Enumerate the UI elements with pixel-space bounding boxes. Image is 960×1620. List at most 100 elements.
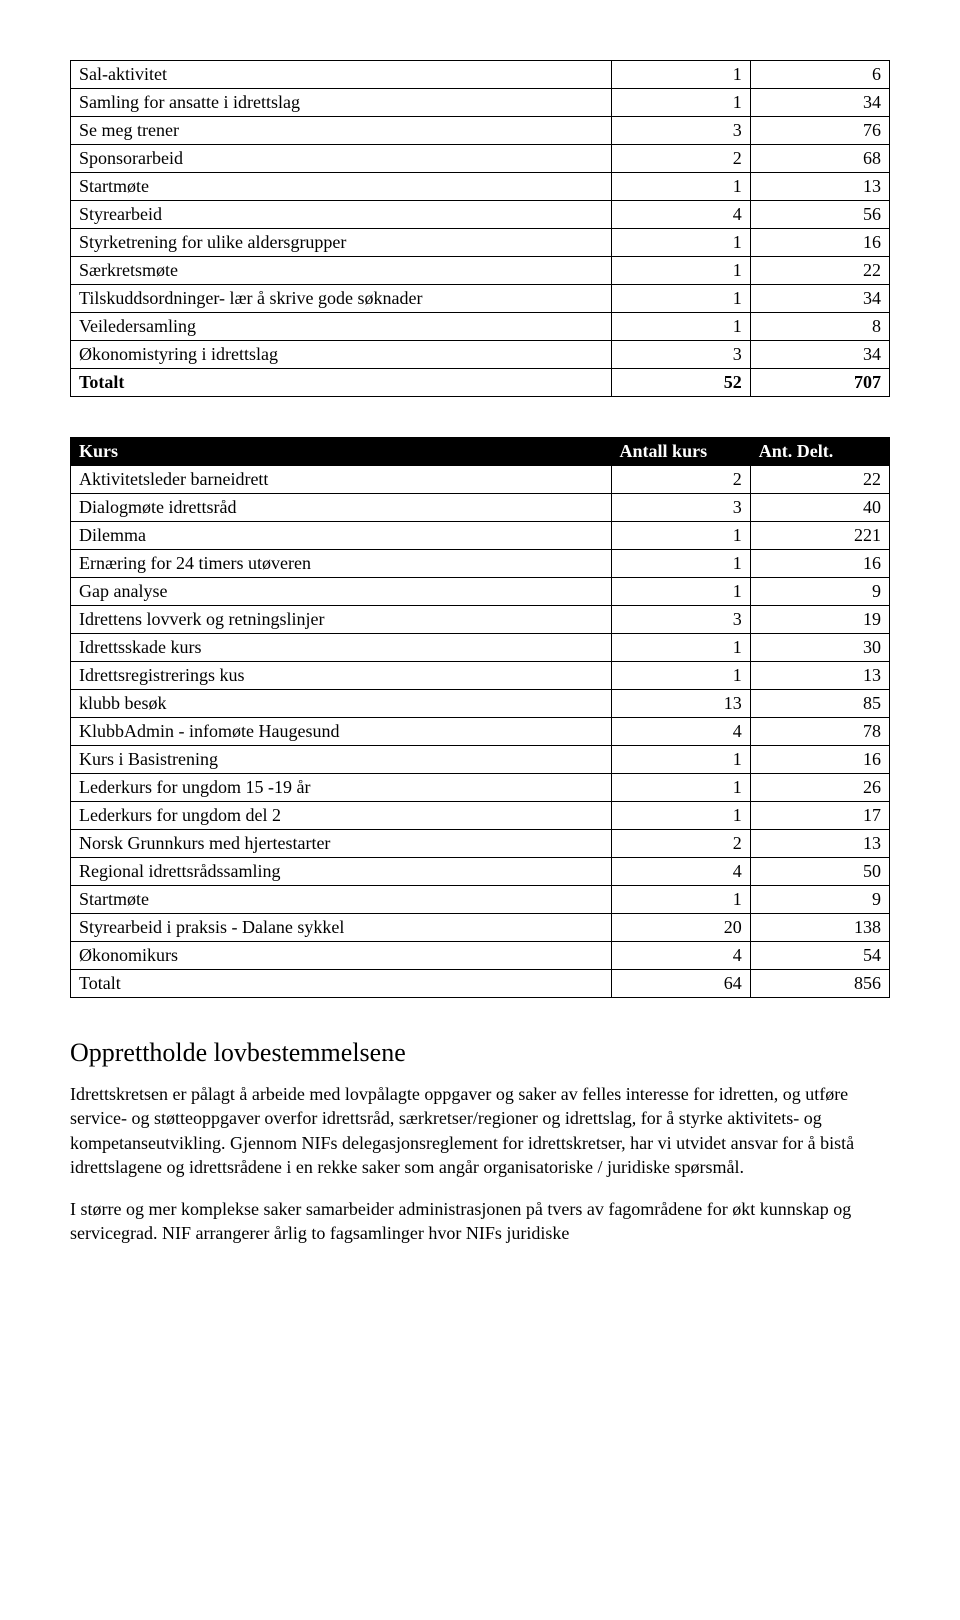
table-total-row: Totalt64856 xyxy=(71,970,890,998)
cell-label: Gap analyse xyxy=(71,578,612,606)
cell-label: Sal-aktivitet xyxy=(71,61,612,89)
table-1: Sal-aktivitet16Samling for ansatte i idr… xyxy=(70,60,890,397)
cell-label: Kurs i Basistrening xyxy=(71,746,612,774)
paragraph-1: Idrettskretsen er pålagt å arbeide med l… xyxy=(70,1082,890,1179)
cell-value: 68 xyxy=(750,145,889,173)
table-row: Styrearbeid456 xyxy=(71,201,890,229)
cell-value: 1 xyxy=(611,634,750,662)
cell-label: Lederkurs for ungdom del 2 xyxy=(71,802,612,830)
cell-value: 40 xyxy=(750,494,889,522)
cell-value: 2 xyxy=(611,145,750,173)
table-row: Lederkurs for ungdom 15 -19 år126 xyxy=(71,774,890,802)
table-row: Dialogmøte idrettsråd340 xyxy=(71,494,890,522)
cell-label: Lederkurs for ungdom 15 -19 år xyxy=(71,774,612,802)
cell-value: 76 xyxy=(750,117,889,145)
table-total-row: Totalt52707 xyxy=(71,369,890,397)
cell-value: 54 xyxy=(750,942,889,970)
cell-value: 856 xyxy=(750,970,889,998)
cell-value: 22 xyxy=(750,257,889,285)
cell-value: 16 xyxy=(750,746,889,774)
cell-label: Samling for ansatte i idrettslag xyxy=(71,89,612,117)
cell-value: 17 xyxy=(750,802,889,830)
cell-value: 9 xyxy=(750,886,889,914)
cell-label: Ernæring for 24 timers utøveren xyxy=(71,550,612,578)
cell-label: klubb besøk xyxy=(71,690,612,718)
cell-label: Styrketrening for ulike aldersgrupper xyxy=(71,229,612,257)
table-row: Se meg trener376 xyxy=(71,117,890,145)
cell-label: Økonomistyring i idrettslag xyxy=(71,341,612,369)
table-row: Dilemma1221 xyxy=(71,522,890,550)
cell-value: 30 xyxy=(750,634,889,662)
cell-label: Idrettsskade kurs xyxy=(71,634,612,662)
cell-label: Startmøte xyxy=(71,173,612,201)
table-row: Særkretsmøte122 xyxy=(71,257,890,285)
cell-value: 3 xyxy=(611,117,750,145)
cell-label: Dialogmøte idrettsråd xyxy=(71,494,612,522)
cell-label: Veiledersamling xyxy=(71,313,612,341)
cell-value: 13 xyxy=(750,830,889,858)
cell-value: 64 xyxy=(611,970,750,998)
cell-value: 4 xyxy=(611,201,750,229)
table-row: Norsk Grunnkurs med hjertestarter213 xyxy=(71,830,890,858)
table-row: Gap analyse19 xyxy=(71,578,890,606)
cell-value: 52 xyxy=(611,369,750,397)
paragraph-2: I større og mer komplekse saker samarbei… xyxy=(70,1197,890,1246)
header-cell: Antall kurs xyxy=(611,438,750,466)
cell-label: Totalt xyxy=(71,970,612,998)
table-row: Kurs i Basistrening116 xyxy=(71,746,890,774)
table-row: Startmøte19 xyxy=(71,886,890,914)
table-row: Styrketrening for ulike aldersgrupper116 xyxy=(71,229,890,257)
cell-value: 34 xyxy=(750,285,889,313)
cell-label: Regional idrettsrådssamling xyxy=(71,858,612,886)
cell-value: 34 xyxy=(750,89,889,117)
cell-value: 2 xyxy=(611,830,750,858)
cell-value: 1 xyxy=(611,662,750,690)
table-row: Idrettsregistrerings kus113 xyxy=(71,662,890,690)
cell-value: 1 xyxy=(611,550,750,578)
cell-value: 1 xyxy=(611,578,750,606)
cell-value: 34 xyxy=(750,341,889,369)
table-row: Aktivitetsleder barneidrett222 xyxy=(71,466,890,494)
header-cell: Ant. Delt. xyxy=(750,438,889,466)
table-row: Ernæring for 24 timers utøveren116 xyxy=(71,550,890,578)
cell-label: Særkretsmøte xyxy=(71,257,612,285)
section-heading: Opprettholde lovbestemmelsene xyxy=(70,1038,890,1068)
cell-value: 1 xyxy=(611,746,750,774)
table-row: Startmøte113 xyxy=(71,173,890,201)
cell-label: Aktivitetsleder barneidrett xyxy=(71,466,612,494)
cell-label: Norsk Grunnkurs med hjertestarter xyxy=(71,830,612,858)
cell-value: 50 xyxy=(750,858,889,886)
table-row: KlubbAdmin - infomøte Haugesund478 xyxy=(71,718,890,746)
cell-value: 1 xyxy=(611,89,750,117)
table-row: Styrearbeid i praksis - Dalane sykkel201… xyxy=(71,914,890,942)
cell-label: KlubbAdmin - infomøte Haugesund xyxy=(71,718,612,746)
cell-label: Idrettens lovverk og retningslinjer xyxy=(71,606,612,634)
cell-value: 13 xyxy=(611,690,750,718)
cell-value: 8 xyxy=(750,313,889,341)
cell-value: 19 xyxy=(750,606,889,634)
cell-label: Styrearbeid i praksis - Dalane sykkel xyxy=(71,914,612,942)
table-row: Sal-aktivitet16 xyxy=(71,61,890,89)
header-cell: Kurs xyxy=(71,438,612,466)
cell-label: Se meg trener xyxy=(71,117,612,145)
cell-value: 3 xyxy=(611,606,750,634)
cell-value: 9 xyxy=(750,578,889,606)
cell-value: 1 xyxy=(611,61,750,89)
cell-value: 2 xyxy=(611,466,750,494)
cell-value: 56 xyxy=(750,201,889,229)
cell-value: 1 xyxy=(611,173,750,201)
cell-label: Startmøte xyxy=(71,886,612,914)
cell-value: 13 xyxy=(750,173,889,201)
cell-value: 13 xyxy=(750,662,889,690)
table-row: klubb besøk1385 xyxy=(71,690,890,718)
cell-label: Totalt xyxy=(71,369,612,397)
table-row: Samling for ansatte i idrettslag134 xyxy=(71,89,890,117)
cell-label: Tilskuddsordninger- lær å skrive gode sø… xyxy=(71,285,612,313)
table-row: Lederkurs for ungdom del 2117 xyxy=(71,802,890,830)
cell-value: 1 xyxy=(611,886,750,914)
cell-value: 16 xyxy=(750,229,889,257)
cell-value: 26 xyxy=(750,774,889,802)
cell-value: 3 xyxy=(611,341,750,369)
table-row: Idrettsskade kurs130 xyxy=(71,634,890,662)
cell-value: 6 xyxy=(750,61,889,89)
